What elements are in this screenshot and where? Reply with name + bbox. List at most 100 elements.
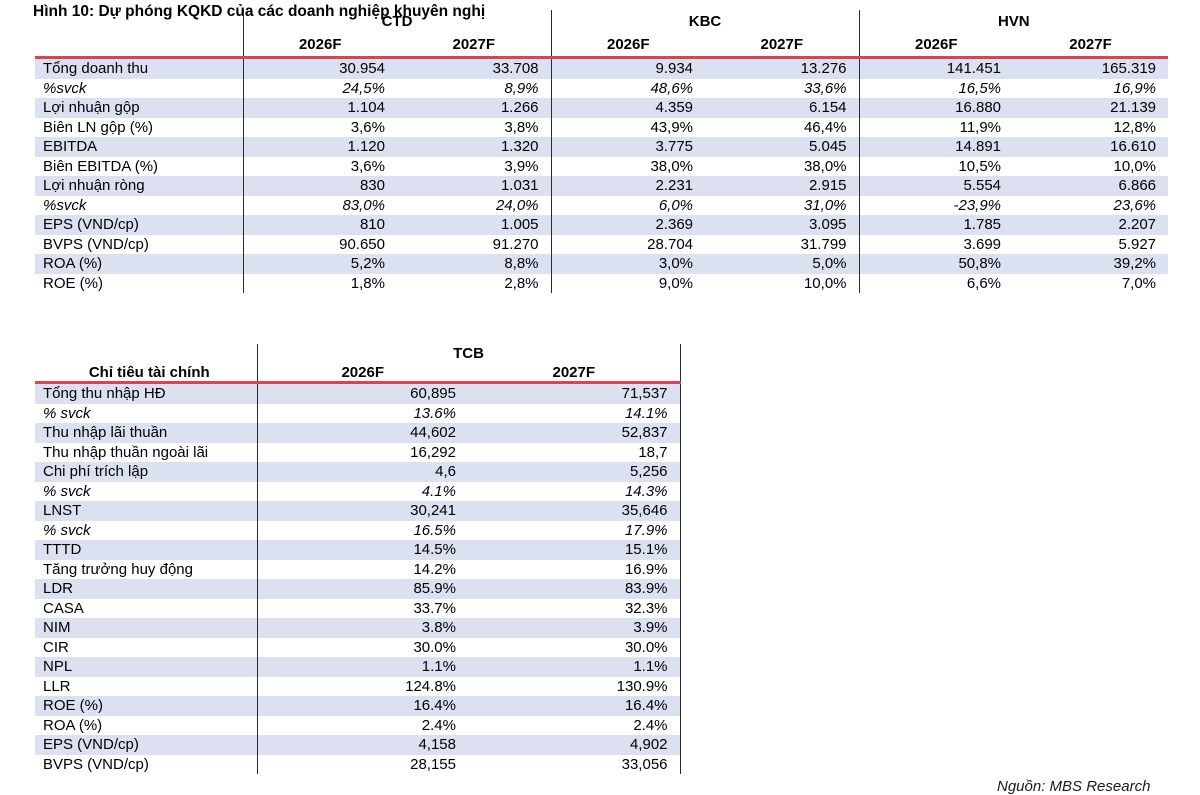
value-cell: 90.650 — [242, 234, 397, 254]
value-cell: 16.4% — [468, 696, 681, 716]
row-label: ROA (%) — [35, 254, 243, 274]
company-header: HVN — [858, 10, 1169, 34]
table-row: Lợi nhuận ròng 830 1.031 2.231 2.915 5.554 6.8… — [35, 176, 1169, 196]
value-cell: 24,0% — [495, 196, 539, 214]
value-cell: 10,0% — [1113, 157, 1157, 175]
table-row: LNST 30,241 35,646 — [35, 501, 681, 521]
value-cell: 16.4% — [256, 696, 468, 716]
year-header: 2026F — [550, 34, 706, 59]
row-label: Biên EBITDA (%) — [43, 157, 159, 175]
metrics-column-header: Chỉ tiêu tài chính — [35, 364, 257, 384]
row-label: Lợi nhuận gộp — [35, 98, 243, 118]
value-cell: 60,895 — [256, 382, 468, 404]
row-label: NIM — [35, 618, 257, 638]
value-cell: 8,9% — [504, 79, 539, 97]
value-cell: 6,6% — [858, 273, 1014, 293]
table-row: ROE (%) 1,8% 2,8% 9,0% 10,0% 6,6% 7,0% — [35, 273, 1168, 293]
value-cell: 14.2% — [256, 559, 468, 579]
table-row: Tăng trưởng huy động 14.2% 16.9% — [35, 559, 681, 579]
value-cell: 15.1% — [468, 540, 681, 560]
row-label: ROE (%) — [35, 696, 257, 716]
value-cell: 33.708 — [397, 57, 552, 79]
value-cell: 4.1% — [256, 481, 468, 501]
table-row: NIM 3.8% 3.9% — [35, 618, 681, 638]
value-cell: 1.005 — [397, 215, 552, 235]
row-label: EPS (VND/cp) — [35, 215, 243, 235]
value-cell: 91.270 — [492, 235, 539, 253]
value-cell: 8,8% — [397, 254, 552, 274]
row-label: Tăng trưởng huy động — [43, 560, 193, 578]
year-header: 2026F — [242, 34, 397, 59]
value-cell: 14.1% — [468, 403, 681, 423]
value-cell: 48,6% — [550, 78, 706, 98]
value-cell: 3,9% — [504, 157, 539, 175]
value-cell: 1.266 — [397, 98, 552, 118]
year-header: 2027F — [468, 364, 681, 384]
value-cell: 31.799 — [800, 235, 847, 253]
table-row: EPS (VND/cp) 810 1.005 2.369 3.095 1.785 2.207 — [35, 215, 1169, 235]
value-cell: 2.4% — [256, 715, 468, 735]
table-row: ROE (%) 16.4% 16.4% — [35, 696, 681, 716]
row-label: Lợi nhuận ròng — [35, 176, 243, 196]
value-cell: 43,9% — [550, 117, 706, 137]
value-cell: 1.031 — [397, 176, 552, 196]
value-cell: 141.451 — [858, 57, 1014, 79]
value-cell: 3.095 — [705, 215, 860, 235]
value-cell: 32.3% — [468, 598, 681, 618]
value-cell: 2.207 — [1013, 215, 1169, 235]
value-cell: 3.8% — [256, 618, 468, 638]
value-cell: 1.785 — [858, 215, 1014, 235]
table-row: CASA 33.7% 32.3% — [35, 598, 681, 618]
value-cell: 11,9% — [858, 117, 1014, 137]
value-cell: 1.104 — [242, 98, 397, 118]
value-cell: 16.9% — [468, 559, 681, 579]
table-row: ROA (%) 2.4% 2.4% — [35, 715, 681, 735]
value-cell: 14.3% — [468, 481, 681, 501]
value-cell: 124.8% — [256, 676, 468, 696]
value-cell: 4,902 — [468, 735, 681, 755]
value-cell: 9,0% — [550, 273, 706, 293]
value-cell: 17.9% — [468, 520, 681, 540]
row-label: TTTD — [35, 540, 257, 560]
table-row: %svck 83,0% 24,0% 6,0% 31,0% -23,9% 23,6% — [35, 195, 1168, 215]
value-cell: 1.1% — [468, 657, 681, 677]
year-header: 2027F — [705, 34, 860, 59]
value-cell: 18,7 — [468, 442, 681, 462]
value-cell: 2.369 — [550, 215, 706, 235]
value-cell: 1.1% — [256, 657, 468, 677]
value-cell: 130.9% — [468, 676, 681, 696]
value-cell: 83.9% — [468, 579, 681, 599]
row-label: % svck — [43, 521, 91, 539]
table-row: % svck 16.5% 17.9% — [35, 520, 681, 540]
value-cell: 83,0% — [242, 195, 397, 215]
row-label: EPS (VND/cp) — [35, 735, 257, 755]
forecast-table-tcb-body: Tổng thu nhập HĐ 60,895 71,537% svck 13.6% 1… — [35, 382, 681, 774]
value-cell: 4,158 — [256, 735, 468, 755]
value-cell: 50,8% — [858, 254, 1014, 274]
table-row: Tổng thu nhập HĐ 60,895 71,537 — [35, 382, 681, 404]
value-cell: 7,0% — [1121, 274, 1157, 292]
value-cell: 71,537 — [468, 382, 681, 404]
value-cell: 5.554 — [858, 176, 1014, 196]
value-cell: 9.934 — [550, 57, 706, 79]
value-cell: 85.9% — [256, 579, 468, 599]
table-row: TTTD 14.5% 15.1% — [35, 540, 681, 560]
value-cell: 3.9% — [468, 618, 681, 638]
row-label: LDR — [35, 579, 257, 599]
row-label: %svck — [43, 79, 87, 97]
value-cell: 24,5% — [242, 78, 397, 98]
table-row: Biên LN gộp (%) 3,6% 3,8% 43,9% 46,4% 11,9% 12… — [35, 117, 1168, 137]
table-row: Lợi nhuận gộp 1.104 1.266 4.359 6.154 16.880 2… — [35, 98, 1169, 118]
forecast-table-companies: CTD KBC HVN 2026F 2027F 2026F 2027F 2026F 2027F … — [35, 10, 1169, 293]
table-row: % svck 4.1% 14.3% — [35, 481, 681, 501]
row-label: BVPS (VND/cp) — [43, 235, 149, 253]
value-cell: 10,5% — [858, 156, 1014, 176]
value-cell: 5.045 — [705, 137, 860, 157]
value-cell: 31,0% — [803, 196, 847, 214]
value-cell: 14.891 — [858, 137, 1014, 157]
value-cell: 830 — [242, 176, 397, 196]
value-cell: 38,0% — [803, 157, 847, 175]
table-row: Thu nhập lãi thuần 44,602 52,837 — [35, 423, 681, 443]
year-header: 2027F — [1013, 34, 1169, 59]
value-cell: 2.231 — [550, 176, 706, 196]
